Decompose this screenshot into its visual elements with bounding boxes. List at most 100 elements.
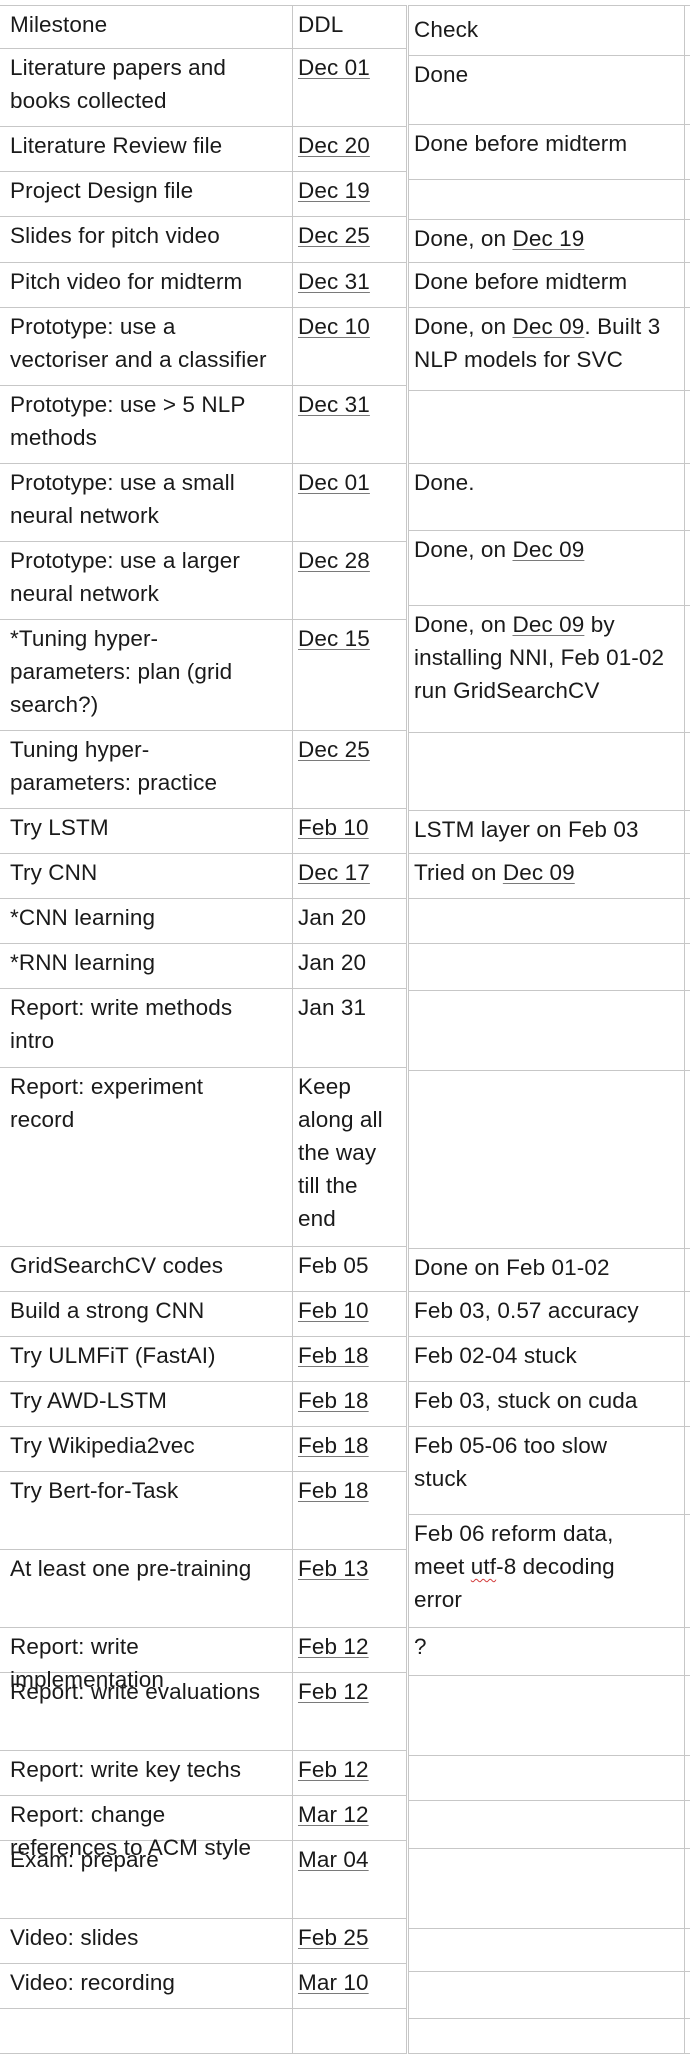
milestone-cell: Prototype: use a small neural network <box>10 470 235 528</box>
check-text: Feb 02-04 stuck <box>414 1343 577 1368</box>
milestone-cell: Build a strong CNN <box>10 1298 205 1323</box>
check-text: -8 decoding error <box>414 1554 615 1612</box>
left-row-line <box>0 307 407 308</box>
right-row-line <box>408 2053 690 2054</box>
milestone-cell: Project Design file <box>10 178 194 203</box>
ddl-cell: Feb 10 <box>298 815 369 840</box>
check-cell: Done, on Dec 09 by installing NNI, Feb 0… <box>414 608 682 707</box>
right-row-line <box>408 605 690 606</box>
check-text: Dec 09 <box>512 314 585 339</box>
check-cell: Feb 06 reform data, meet utf-8 decoding … <box>414 1517 682 1616</box>
left-row-line <box>0 1471 407 1472</box>
ddl-cell: Feb 18 <box>298 1343 369 1368</box>
left-row-line <box>0 619 407 620</box>
check-text: Feb 03, 0.57 accuracy <box>414 1298 639 1323</box>
ddl-cell: Feb 12 <box>298 1757 369 1782</box>
left-row-line <box>0 385 407 386</box>
left-row-line <box>0 1549 407 1550</box>
left-row-line <box>0 1963 407 1964</box>
ddl-cell: Jan 31 <box>298 995 367 1020</box>
milestone-cell: Tuning hyper- parameters: practice <box>10 737 218 795</box>
right-row-line <box>408 1248 690 1249</box>
left-row-line <box>0 2008 407 2009</box>
right-row-line <box>408 1291 690 1292</box>
ddl-cell: Dec 01 <box>298 55 370 80</box>
right-row-line <box>408 390 690 391</box>
milestone-cell: Try Wikipedia2vec <box>10 1433 195 1458</box>
ddl-cell: Feb 18 <box>298 1388 369 1413</box>
left-row-line <box>0 48 407 49</box>
right-row-line <box>408 530 690 531</box>
ddl-cell: Dec 31 <box>298 269 370 294</box>
ddl-cell: Feb 12 <box>298 1634 369 1659</box>
check-cell: Done on Feb 01-02 <box>414 1251 682 1284</box>
check-cell: Done <box>414 58 682 91</box>
check-text: Feb 05-06 too slow stuck <box>414 1433 608 1491</box>
milestone-cell: Report: experiment record <box>10 1074 204 1132</box>
right-row-line <box>408 1928 690 1929</box>
right-row-line <box>408 898 690 899</box>
milestone-cell: Try CNN <box>10 860 98 885</box>
check-text: ? <box>414 1634 427 1659</box>
milestone-cell: Report: write key techs <box>10 1757 242 1782</box>
right-row-line <box>408 2018 690 2019</box>
right-row-line <box>408 219 690 220</box>
left-row-line <box>0 262 407 263</box>
check-cell: Feb 03, 0.57 accuracy <box>414 1294 682 1327</box>
milestone-cell: Try LSTM <box>10 815 109 840</box>
left-row-line <box>0 1381 407 1382</box>
col-line <box>684 5 685 2053</box>
ddl-cell: Dec 28 <box>298 548 370 573</box>
right-row-line <box>408 463 690 464</box>
milestone-cell: GridSearchCV codes <box>10 1253 224 1278</box>
left-row-line <box>0 1795 407 1796</box>
left-row-line <box>0 1291 407 1292</box>
left-row-line <box>0 898 407 899</box>
right-row-line <box>408 1070 690 1071</box>
left-row-line <box>0 1918 407 1919</box>
check-cell: Done, on Dec 09 <box>414 533 682 566</box>
ddl-cell: Feb 18 <box>298 1478 369 1503</box>
milestone-cell: Report: write evaluations <box>10 1679 261 1704</box>
left-row-line <box>0 853 407 854</box>
right-row-line <box>408 1336 690 1337</box>
milestone-cell: Pitch video for midterm <box>10 269 243 294</box>
left-row-line <box>0 1067 407 1068</box>
left-row-line <box>0 541 407 542</box>
ddl-cell: Dec 15 <box>298 626 370 651</box>
ddl-cell: Dec 19 <box>298 178 370 203</box>
left-row-line <box>0 1672 407 1673</box>
ddl-cell: Feb 18 <box>298 1433 369 1458</box>
ddl-cell: Dec 31 <box>298 392 370 417</box>
check-text: Dec 09 <box>502 860 575 885</box>
ddl-cell: Mar 12 <box>298 1802 369 1827</box>
ddl-cell: Dec 20 <box>298 133 370 158</box>
ddl-cell: Mar 04 <box>298 1847 369 1872</box>
ddl-cell: Keep along all the way till the end <box>298 1074 383 1231</box>
milestone-cell: *Tuning hyper- parameters: plan (grid se… <box>10 626 233 717</box>
right-row-line <box>408 1514 690 1515</box>
left-row-line <box>0 730 407 731</box>
right-row-line <box>408 1800 690 1801</box>
right-row-line <box>408 1381 690 1382</box>
milestone-cell: Prototype: use a larger neural network <box>10 548 240 606</box>
ddl-cell: Dec 17 <box>298 860 370 885</box>
right-row-line <box>408 1971 690 1972</box>
header-check: Check <box>414 17 479 42</box>
check-text: Dec 09 <box>512 612 585 637</box>
check-cell: Done, on Dec 19 <box>414 222 682 255</box>
ddl-cell: Feb 12 <box>298 1679 369 1704</box>
check-text: Done on Feb 01-02 <box>414 1255 610 1280</box>
milestone-cell: Try Bert-for-Task <box>10 1478 179 1503</box>
milestone-cell: At least one pre-training <box>10 1556 252 1581</box>
right-row-line <box>408 990 690 991</box>
header-milestone: Milestone <box>10 12 108 37</box>
ddl-cell: Feb 10 <box>298 1298 369 1323</box>
milestone-cell: *CNN learning <box>10 905 156 930</box>
ddl-cell: Feb 13 <box>298 1556 369 1581</box>
milestone-cell: Report: write implementation <box>10 1634 164 1692</box>
milestone-cell: Literature Review file <box>10 133 223 158</box>
left-row-line <box>0 1426 407 1427</box>
right-row-line <box>408 1675 690 1676</box>
